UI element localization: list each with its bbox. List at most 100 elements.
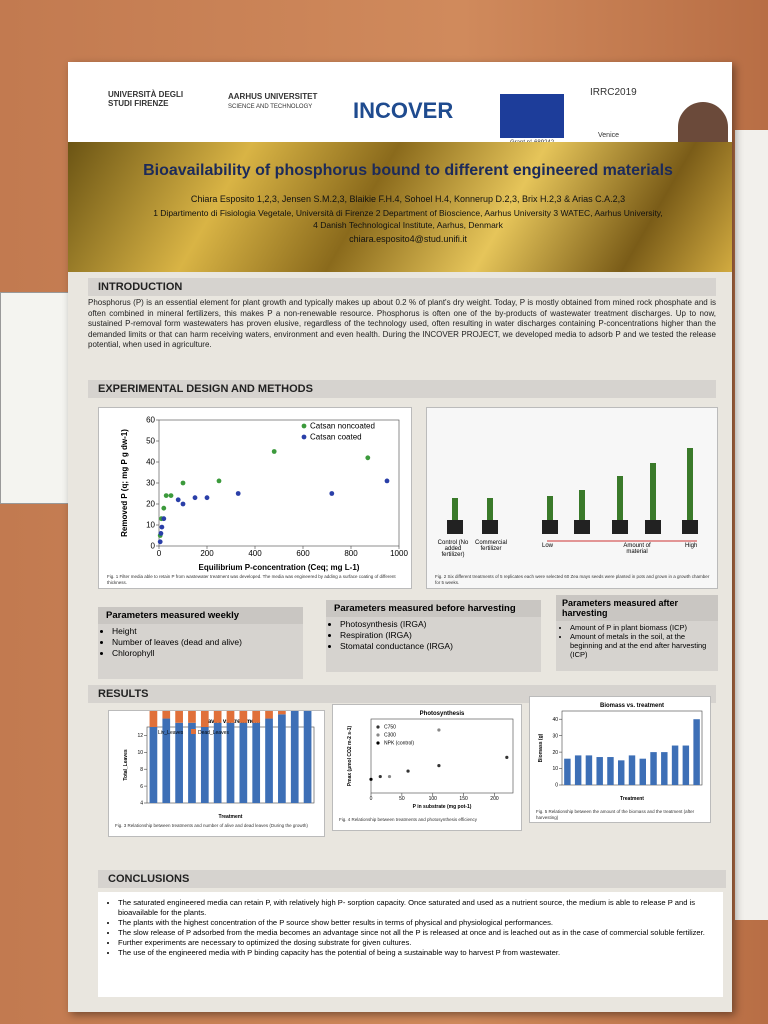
x-axis-label: Treatment — [219, 814, 243, 820]
caption: Fig. 5 Relationship between the amount o… — [536, 809, 695, 820]
point — [180, 480, 186, 486]
y-tick-label: 50 — [146, 437, 155, 446]
section-heading: EXPERIMENTAL DESIGN AND METHODS — [88, 380, 716, 398]
y-tick-label: 20 — [552, 750, 558, 756]
section-heading: CONCLUSIONS — [98, 870, 726, 888]
plants-illustration — [447, 448, 698, 542]
legend-label: NPK (control) — [384, 741, 414, 747]
point — [168, 493, 174, 498]
caption: Fig. 2 Six different treatments of 5 rep… — [435, 574, 710, 585]
point — [406, 769, 410, 773]
legend-label: Catsan noncoated — [310, 422, 375, 431]
list-item: Amount of P in plant biomass (ICP) — [570, 623, 718, 632]
scatter-chart: Pmax (µmol CO2 m-2 s-1) P in substrate (m… — [347, 711, 514, 810]
point — [505, 755, 509, 759]
bar-segment — [149, 727, 158, 803]
bar — [671, 745, 679, 785]
y-tick-label: 30 — [146, 479, 155, 488]
y-tick-label: 12 — [137, 733, 143, 739]
bar-segment — [265, 718, 273, 803]
y-tick-label: 10 — [137, 750, 143, 756]
legend-marker — [191, 729, 196, 734]
title-banner — [68, 142, 732, 272]
list-item: The use of the engineered media with P b… — [118, 948, 723, 958]
y-axis-label: Total_Leaves — [123, 749, 129, 781]
point — [159, 524, 165, 530]
point — [387, 774, 392, 779]
caption: Fig. 4 Relationship between treatments a… — [339, 817, 477, 822]
y-axis-label: Pmax (µmol CO2 m-2 s-1) — [347, 725, 353, 786]
intro-text: Phosphorus (P) is an essential element f… — [88, 298, 716, 349]
email: chiara.esposito4@stud.unifi.it — [349, 234, 467, 244]
y-tick-label: 10 — [146, 521, 155, 530]
figure: Control (No added fertilizer) Commercial… — [426, 407, 718, 589]
param-list: HeightNumber of leaves (dead and alive)C… — [98, 626, 303, 659]
bar-segment — [226, 705, 235, 723]
bar-segment — [278, 714, 286, 803]
caption: Fig. 1 Filter media able to retain P fro… — [107, 574, 396, 585]
y-axis-label: Removed P (q; mg P g dw-1) — [120, 429, 129, 537]
bar-segment — [213, 705, 222, 723]
x-tick-label: 1000 — [390, 549, 408, 558]
legend-marker — [301, 434, 307, 440]
list-item: Height — [112, 626, 303, 637]
point — [180, 501, 186, 507]
list-item: The saturated engineered media can retai… — [118, 898, 723, 918]
bar-segment — [265, 701, 273, 719]
plant-label: Control (No added fertilizer) — [437, 540, 469, 558]
legend-marker — [301, 423, 307, 429]
y-tick-label: 8 — [140, 767, 143, 773]
bar-segment — [239, 722, 248, 803]
y-tick-label: 40 — [146, 458, 155, 467]
bar-segment — [252, 705, 261, 723]
affiliation: 1 Dipartimento di Fisiologia Vegetale, U… — [153, 208, 663, 218]
x-tick-label: 200 — [490, 796, 499, 802]
list-item: Further experiments are necessary to opt… — [118, 938, 723, 948]
bar — [618, 760, 625, 785]
logo-text: AARHUS UNIVERSITET — [228, 92, 318, 101]
point — [161, 505, 167, 511]
x-tick-label: 50 — [399, 796, 405, 802]
legend-label: C300 — [384, 733, 396, 739]
bar-segment — [213, 722, 222, 803]
x-tick-label: 100 — [429, 796, 438, 802]
bar — [607, 757, 614, 785]
list-item: Number of leaves (dead and alive) — [112, 637, 303, 648]
plot-area — [158, 419, 400, 547]
plant-label: Low — [542, 543, 554, 549]
list-item: The slow release of P adsorbed from the … — [118, 928, 723, 938]
x-tick-label: 600 — [296, 549, 310, 558]
point — [204, 495, 210, 501]
point — [437, 728, 441, 732]
figure: 0 10 20 30 40 Biomass (g) Treatment Biomass vs.… — [529, 696, 711, 823]
y-tick-label: 20 — [146, 500, 155, 509]
caption: Fig. 3 Relationship between treatments a… — [115, 823, 308, 828]
param-list: Amount of P in plant biomass (ICP)Amount… — [556, 623, 718, 659]
x-axis-label: Equilibrium P-concentration (Ceq; mg L-1… — [199, 563, 360, 572]
plant-label: Amount of material — [623, 543, 651, 555]
point — [329, 491, 335, 496]
param-heading: Parameters measured weekly — [98, 607, 303, 624]
poster: UNIVERSITÀ DEGLI STUDI FIRENZE AARHUS UN… — [68, 62, 732, 1012]
param-list: Photosynthesis (IRGA)Respiration (IRGA)S… — [326, 619, 541, 652]
bar-segment — [290, 710, 299, 803]
y-tick-label: 60 — [146, 416, 155, 425]
bar-segment — [303, 697, 312, 803]
point — [161, 516, 167, 522]
point — [235, 491, 241, 496]
section-heading: INTRODUCTION — [88, 278, 716, 296]
param-box: Parameters measured after harvesting Amo… — [556, 595, 718, 671]
point — [378, 774, 382, 779]
point — [157, 539, 163, 545]
y-tick-label: 40 — [552, 717, 558, 723]
bar-segment — [252, 722, 261, 803]
title: Bioavailability of phosphorus bound to d… — [143, 162, 673, 179]
x-axis-label: P in substrate (mg pot-1) — [413, 804, 472, 810]
param-heading: Parameters measured before harvesting — [326, 600, 541, 617]
y-tick-label: 30 — [552, 733, 558, 739]
y-tick-label: 4 — [140, 801, 143, 807]
legend-label: Liv_Leaves — [158, 730, 184, 736]
bar — [639, 758, 646, 785]
